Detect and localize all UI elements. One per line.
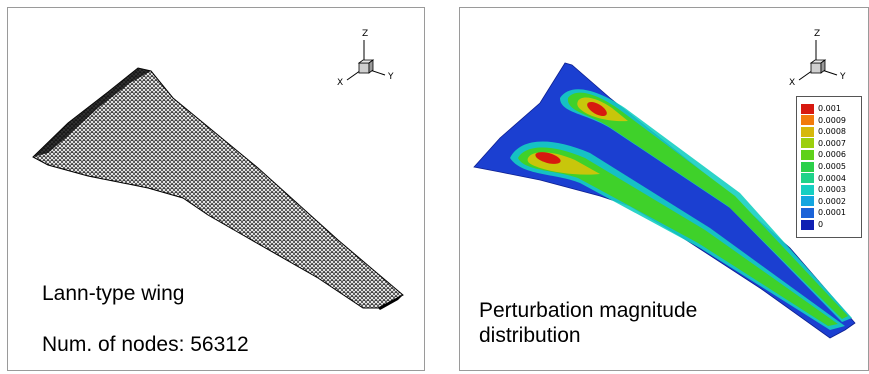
hotspot-1 [535,152,561,164]
axis-y-label: Y [387,72,394,82]
wing-mesh [32,67,404,309]
legend-swatch [801,196,814,207]
perturbation-panel: Z Y X 0.001 0.0009 0.0008 0.0007 0.0006 0.000… [459,7,869,371]
legend-entry: 0.0008 [801,126,846,137]
legend-entry: 0.0003 [801,184,846,195]
legend-swatch [801,207,814,218]
legend-swatch [801,126,814,137]
axis-x-label-right: X [789,78,795,88]
legend-swatch [801,219,814,230]
legend-entry: 0.0007 [801,138,846,149]
legend-swatch [801,138,814,149]
legend-swatch [801,173,814,184]
wing-leading-edge [33,68,151,157]
legend-label: 0.0009 [818,115,846,125]
perturbation-figure: Z Y X [473,29,856,339]
legend-label: 0.0003 [818,185,846,195]
color-legend: 0.001 0.0009 0.0008 0.0007 0.0006 0.0005 0.000… [796,96,862,238]
legend-swatch [801,184,814,195]
legend-label: 0.0004 [818,173,846,183]
wing-title: Lann-type wing [42,282,185,305]
legend-entry: 0.0009 [801,115,846,126]
legend-label: 0.0005 [818,162,846,171]
axis-x-label: X [337,78,343,88]
legend-swatch [801,149,814,160]
axis-z-label: Z [362,29,368,39]
axis-z-label-right: Z [814,29,820,39]
legend-swatch [801,103,814,114]
legend-entry: 0.001 [801,103,841,114]
legend-label: 0 [818,220,824,229]
legend-label: 0.0008 [818,127,846,137]
legend-entry: 0.0006 [801,149,846,160]
node-count-label: Num. of nodes: 56312 [42,333,249,356]
hotspot-2 [587,102,607,116]
legend-entry: 0.0005 [801,161,846,172]
perturbation-title: Perturbation magnitude distribution [479,299,698,347]
legend-label: 0.0001 [818,208,846,218]
legend-entry: 0.0001 [801,207,846,218]
legend-swatch [801,161,814,172]
axis-triad: Z Y X [337,29,394,88]
axis-y-label-right: Y [839,72,846,82]
legend-swatch [801,115,814,126]
legend-entry: 0.0002 [801,196,846,207]
legend-label: 0.0006 [818,150,846,160]
legend-label: 0.001 [818,104,841,113]
mesh-panel: Z Y X Lann-type wing Num. of nodes: 5631… [7,7,425,371]
legend-label: 0.0002 [818,196,846,206]
legend-label: 0.0007 [818,138,846,148]
legend-entry: 0.0004 [801,173,846,184]
legend-entry: 0 [801,219,823,230]
wing-tip-edge [378,295,403,310]
axis-triad-right: Z Y X [789,29,846,88]
mesh-figure: Z Y X [32,29,404,310]
